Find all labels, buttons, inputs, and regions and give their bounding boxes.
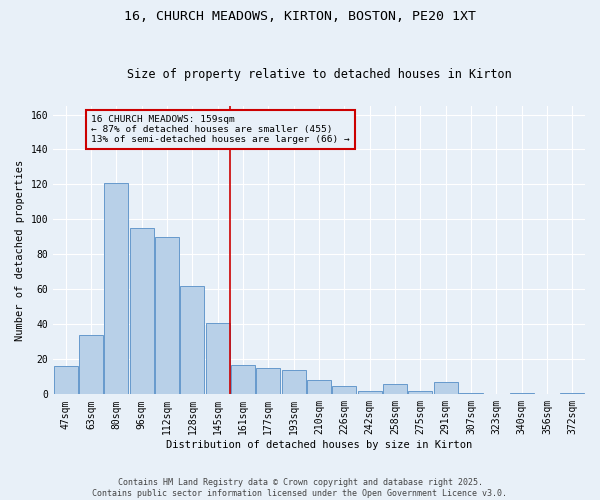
Bar xyxy=(307,380,331,394)
Bar xyxy=(383,384,407,394)
Bar xyxy=(256,368,280,394)
Bar xyxy=(231,364,255,394)
Bar xyxy=(281,370,306,394)
Text: 16, CHURCH MEADOWS, KIRTON, BOSTON, PE20 1XT: 16, CHURCH MEADOWS, KIRTON, BOSTON, PE20… xyxy=(124,10,476,23)
Bar xyxy=(509,392,534,394)
Bar xyxy=(206,322,230,394)
Bar xyxy=(560,392,584,394)
Bar xyxy=(434,382,458,394)
Text: Contains HM Land Registry data © Crown copyright and database right 2025.
Contai: Contains HM Land Registry data © Crown c… xyxy=(92,478,508,498)
Bar xyxy=(53,366,78,394)
Bar xyxy=(358,391,382,394)
Bar xyxy=(79,335,103,394)
Text: 16 CHURCH MEADOWS: 159sqm
← 87% of detached houses are smaller (455)
13% of semi: 16 CHURCH MEADOWS: 159sqm ← 87% of detac… xyxy=(91,114,350,144)
Title: Size of property relative to detached houses in Kirton: Size of property relative to detached ho… xyxy=(127,68,511,81)
Bar xyxy=(104,182,128,394)
Bar xyxy=(130,228,154,394)
Bar xyxy=(459,392,483,394)
X-axis label: Distribution of detached houses by size in Kirton: Distribution of detached houses by size … xyxy=(166,440,472,450)
Y-axis label: Number of detached properties: Number of detached properties xyxy=(15,160,25,340)
Bar xyxy=(409,391,433,394)
Bar xyxy=(332,386,356,394)
Bar xyxy=(181,286,205,395)
Bar xyxy=(155,237,179,394)
